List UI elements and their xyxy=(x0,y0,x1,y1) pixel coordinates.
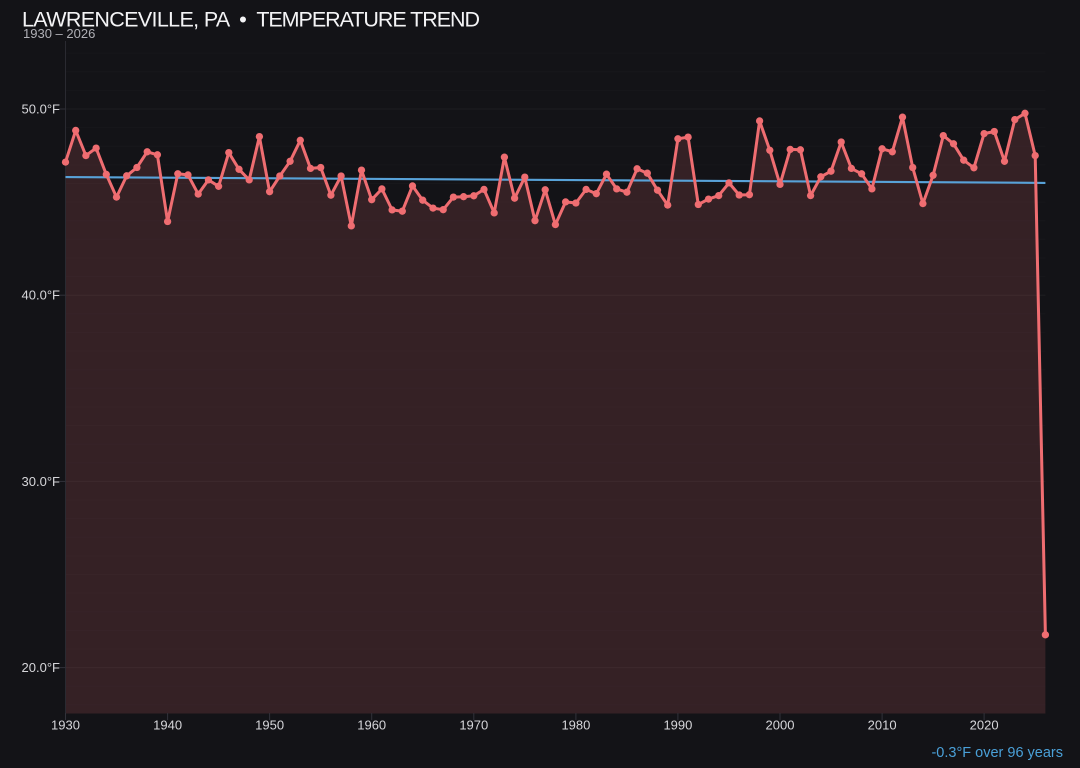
svg-text:1950: 1950 xyxy=(255,718,284,733)
svg-text:40.0°F: 40.0°F xyxy=(22,288,61,303)
svg-text:1990: 1990 xyxy=(663,718,692,733)
svg-text:30.0°F: 30.0°F xyxy=(22,474,61,489)
svg-text:1970: 1970 xyxy=(459,718,488,733)
svg-text:50.0°F: 50.0°F xyxy=(22,102,61,117)
svg-text:2010: 2010 xyxy=(868,718,897,733)
svg-text:1960: 1960 xyxy=(357,718,386,733)
svg-text:1940: 1940 xyxy=(153,718,182,733)
svg-text:2000: 2000 xyxy=(766,718,795,733)
svg-text:1930: 1930 xyxy=(51,718,80,733)
svg-text:2020: 2020 xyxy=(970,718,999,733)
svg-text:1980: 1980 xyxy=(561,718,590,733)
svg-text:20.0°F: 20.0°F xyxy=(22,660,61,675)
